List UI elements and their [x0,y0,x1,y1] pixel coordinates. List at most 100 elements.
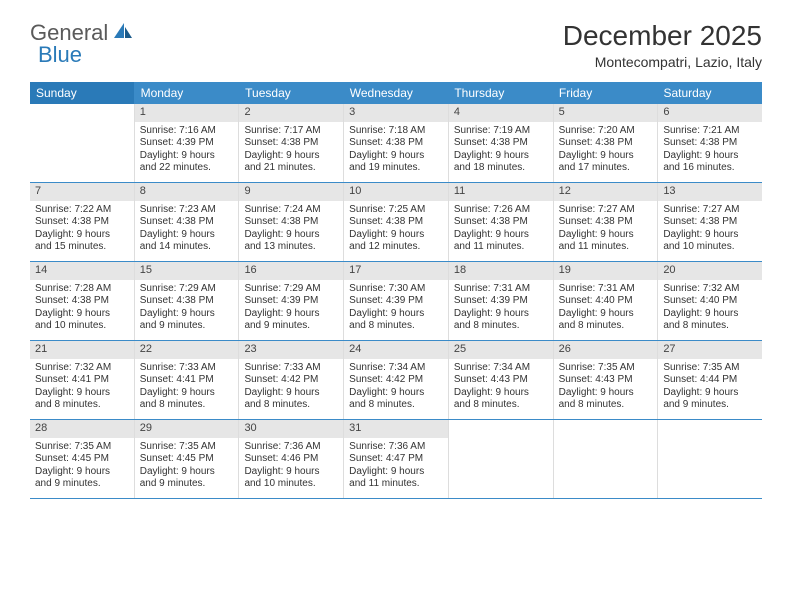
day-cell: 27Sunrise: 7:35 AMSunset: 4:44 PMDayligh… [658,341,762,419]
week-row: 7Sunrise: 7:22 AMSunset: 4:38 PMDaylight… [30,183,762,262]
sunrise-line: Sunrise: 7:33 AM [140,362,234,375]
day-cell: 22Sunrise: 7:33 AMSunset: 4:41 PMDayligh… [135,341,240,419]
day-number: 2 [239,104,343,122]
daylight-line: Daylight: 9 hours and 8 minutes. [559,308,653,333]
week-row: 21Sunrise: 7:32 AMSunset: 4:41 PMDayligh… [30,341,762,420]
day-body: Sunrise: 7:20 AMSunset: 4:38 PMDaylight:… [554,122,658,179]
day-body: Sunrise: 7:36 AMSunset: 4:47 PMDaylight:… [344,438,448,495]
day-number: 12 [554,183,658,201]
sunset-line: Sunset: 4:38 PM [454,216,548,229]
day-body: Sunrise: 7:35 AMSunset: 4:43 PMDaylight:… [554,359,658,416]
sunset-line: Sunset: 4:38 PM [35,216,129,229]
weeks-container: 1Sunrise: 7:16 AMSunset: 4:39 PMDaylight… [30,104,762,499]
sunset-line: Sunset: 4:38 PM [454,137,548,150]
week-row: 14Sunrise: 7:28 AMSunset: 4:38 PMDayligh… [30,262,762,341]
day-body: Sunrise: 7:31 AMSunset: 4:40 PMDaylight:… [554,280,658,337]
day-cell: 25Sunrise: 7:34 AMSunset: 4:43 PMDayligh… [449,341,554,419]
day-number: 20 [658,262,762,280]
sunrise-line: Sunrise: 7:27 AM [663,204,757,217]
day-cell: 5Sunrise: 7:20 AMSunset: 4:38 PMDaylight… [554,104,659,182]
weekday-cell: Monday [135,82,240,104]
day-cell [30,104,135,182]
day-body: Sunrise: 7:32 AMSunset: 4:40 PMDaylight:… [658,280,762,337]
daylight-line: Daylight: 9 hours and 9 minutes. [663,387,757,412]
weekday-cell: Wednesday [344,82,449,104]
daylight-line: Daylight: 9 hours and 10 minutes. [663,229,757,254]
sunrise-line: Sunrise: 7:33 AM [244,362,338,375]
sunset-line: Sunset: 4:38 PM [244,216,338,229]
calendar-grid: SundayMondayTuesdayWednesdayThursdayFrid… [30,82,762,499]
day-cell: 17Sunrise: 7:30 AMSunset: 4:39 PMDayligh… [344,262,449,340]
sunrise-line: Sunrise: 7:29 AM [244,283,338,296]
sunrise-line: Sunrise: 7:24 AM [244,204,338,217]
day-cell: 31Sunrise: 7:36 AMSunset: 4:47 PMDayligh… [344,420,449,498]
sunrise-line: Sunrise: 7:35 AM [663,362,757,375]
daylight-line: Daylight: 9 hours and 10 minutes. [35,308,129,333]
sunrise-line: Sunrise: 7:34 AM [349,362,443,375]
day-cell [554,420,659,498]
day-body: Sunrise: 7:26 AMSunset: 4:38 PMDaylight:… [449,201,553,258]
day-body: Sunrise: 7:27 AMSunset: 4:38 PMDaylight:… [554,201,658,258]
day-cell: 26Sunrise: 7:35 AMSunset: 4:43 PMDayligh… [554,341,659,419]
day-body: Sunrise: 7:17 AMSunset: 4:38 PMDaylight:… [239,122,343,179]
sunset-line: Sunset: 4:46 PM [244,453,338,466]
day-body: Sunrise: 7:35 AMSunset: 4:45 PMDaylight:… [135,438,239,495]
day-body: Sunrise: 7:27 AMSunset: 4:38 PMDaylight:… [658,201,762,258]
sunrise-line: Sunrise: 7:28 AM [35,283,129,296]
sunset-line: Sunset: 4:38 PM [663,216,757,229]
day-cell: 23Sunrise: 7:33 AMSunset: 4:42 PMDayligh… [239,341,344,419]
day-cell: 28Sunrise: 7:35 AMSunset: 4:45 PMDayligh… [30,420,135,498]
day-body: Sunrise: 7:36 AMSunset: 4:46 PMDaylight:… [239,438,343,495]
weekday-cell: Saturday [657,82,762,104]
daylight-line: Daylight: 9 hours and 8 minutes. [349,308,443,333]
day-cell: 18Sunrise: 7:31 AMSunset: 4:39 PMDayligh… [449,262,554,340]
day-cell: 13Sunrise: 7:27 AMSunset: 4:38 PMDayligh… [658,183,762,261]
sunrise-line: Sunrise: 7:30 AM [349,283,443,296]
day-number: 16 [239,262,343,280]
daylight-line: Daylight: 9 hours and 17 minutes. [559,150,653,175]
day-cell: 2Sunrise: 7:17 AMSunset: 4:38 PMDaylight… [239,104,344,182]
day-number: 8 [135,183,239,201]
daylight-line: Daylight: 9 hours and 9 minutes. [140,466,234,491]
location-label: Montecompatri, Lazio, Italy [563,54,762,70]
daylight-line: Daylight: 9 hours and 14 minutes. [140,229,234,254]
day-body: Sunrise: 7:19 AMSunset: 4:38 PMDaylight:… [449,122,553,179]
sunrise-line: Sunrise: 7:31 AM [559,283,653,296]
daylight-line: Daylight: 9 hours and 12 minutes. [349,229,443,254]
sunset-line: Sunset: 4:47 PM [349,453,443,466]
sunrise-line: Sunrise: 7:23 AM [140,204,234,217]
sunrise-line: Sunrise: 7:34 AM [454,362,548,375]
day-cell: 20Sunrise: 7:32 AMSunset: 4:40 PMDayligh… [658,262,762,340]
daylight-line: Daylight: 9 hours and 10 minutes. [244,466,338,491]
sunrise-line: Sunrise: 7:17 AM [244,125,338,138]
sail-icon [112,21,134,46]
week-row: 28Sunrise: 7:35 AMSunset: 4:45 PMDayligh… [30,420,762,499]
day-number: 9 [239,183,343,201]
day-cell: 16Sunrise: 7:29 AMSunset: 4:39 PMDayligh… [239,262,344,340]
sunrise-line: Sunrise: 7:36 AM [349,441,443,454]
day-cell: 29Sunrise: 7:35 AMSunset: 4:45 PMDayligh… [135,420,240,498]
sunset-line: Sunset: 4:42 PM [349,374,443,387]
sunrise-line: Sunrise: 7:32 AM [663,283,757,296]
daylight-line: Daylight: 9 hours and 18 minutes. [454,150,548,175]
sunrise-line: Sunrise: 7:16 AM [140,125,234,138]
day-number: 22 [135,341,239,359]
sunset-line: Sunset: 4:38 PM [35,295,129,308]
sunrise-line: Sunrise: 7:26 AM [454,204,548,217]
sunset-line: Sunset: 4:45 PM [35,453,129,466]
day-cell: 12Sunrise: 7:27 AMSunset: 4:38 PMDayligh… [554,183,659,261]
sunrise-line: Sunrise: 7:35 AM [35,441,129,454]
day-cell: 11Sunrise: 7:26 AMSunset: 4:38 PMDayligh… [449,183,554,261]
daylight-line: Daylight: 9 hours and 9 minutes. [140,308,234,333]
sunset-line: Sunset: 4:38 PM [140,216,234,229]
sunrise-line: Sunrise: 7:35 AM [559,362,653,375]
daylight-line: Daylight: 9 hours and 8 minutes. [454,387,548,412]
daylight-line: Daylight: 9 hours and 8 minutes. [349,387,443,412]
sunrise-line: Sunrise: 7:35 AM [140,441,234,454]
day-cell [449,420,554,498]
day-number: 19 [554,262,658,280]
day-body: Sunrise: 7:34 AMSunset: 4:43 PMDaylight:… [449,359,553,416]
sunset-line: Sunset: 4:39 PM [349,295,443,308]
calendar-title: December 2025 [563,20,762,52]
sunset-line: Sunset: 4:43 PM [454,374,548,387]
